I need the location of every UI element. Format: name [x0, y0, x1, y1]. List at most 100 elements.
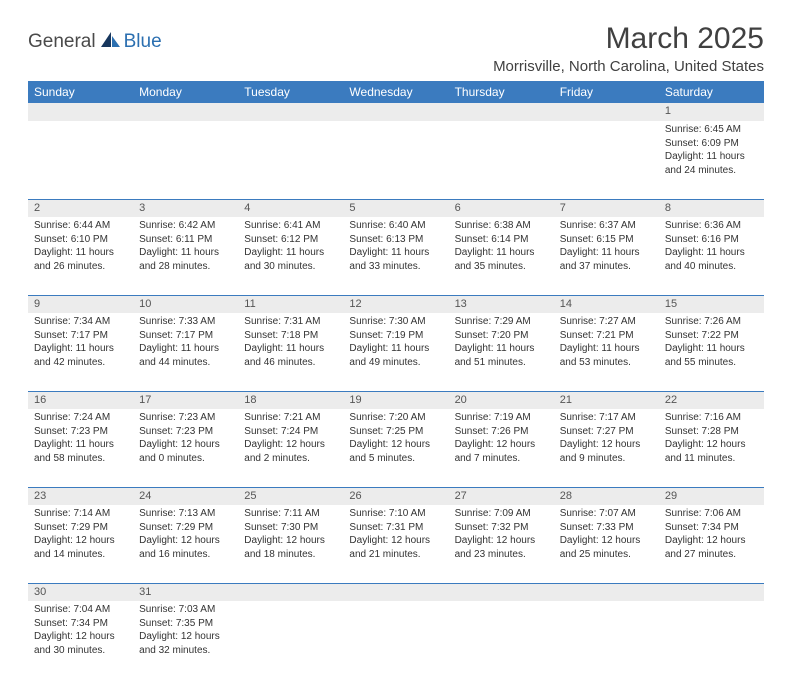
day-detail-cell: Sunrise: 7:17 AMSunset: 7:27 PMDaylight:…: [554, 409, 659, 487]
day-detail-cell: Sunrise: 6:42 AMSunset: 6:11 PMDaylight:…: [133, 217, 238, 295]
day-detail-cell: Sunrise: 7:34 AMSunset: 7:17 PMDaylight:…: [28, 313, 133, 391]
day-number-cell: [659, 583, 764, 601]
day-cell-content: Sunrise: 7:07 AMSunset: 7:33 PMDaylight:…: [554, 505, 659, 565]
day-cell-content: Sunrise: 7:23 AMSunset: 7:23 PMDaylight:…: [133, 409, 238, 469]
day-number-row: 1: [28, 103, 764, 121]
day-detail-cell: Sunrise: 7:30 AMSunset: 7:19 PMDaylight:…: [343, 313, 448, 391]
day-number-cell: [343, 583, 448, 601]
day-detail-row: Sunrise: 7:34 AMSunset: 7:17 PMDaylight:…: [28, 313, 764, 391]
day-detail-cell: Sunrise: 6:41 AMSunset: 6:12 PMDaylight:…: [238, 217, 343, 295]
day-header: Thursday: [449, 81, 554, 103]
day-detail-cell: Sunrise: 7:29 AMSunset: 7:20 PMDaylight:…: [449, 313, 554, 391]
day-cell-content: Sunrise: 7:10 AMSunset: 7:31 PMDaylight:…: [343, 505, 448, 565]
day-header: Saturday: [659, 81, 764, 103]
day-detail-cell: Sunrise: 7:11 AMSunset: 7:30 PMDaylight:…: [238, 505, 343, 583]
day-detail-cell: Sunrise: 7:13 AMSunset: 7:29 PMDaylight:…: [133, 505, 238, 583]
logo-sail-icon: [100, 30, 122, 53]
day-detail-cell: Sunrise: 7:24 AMSunset: 7:23 PMDaylight:…: [28, 409, 133, 487]
day-number-row: 16171819202122: [28, 391, 764, 409]
logo-text-blue: Blue: [124, 31, 162, 53]
day-number-cell: 14: [554, 295, 659, 313]
day-detail-cell: Sunrise: 7:31 AMSunset: 7:18 PMDaylight:…: [238, 313, 343, 391]
day-detail-cell: Sunrise: 6:38 AMSunset: 6:14 PMDaylight:…: [449, 217, 554, 295]
day-detail-cell: Sunrise: 7:27 AMSunset: 7:21 PMDaylight:…: [554, 313, 659, 391]
day-detail-cell: [238, 601, 343, 679]
day-detail-cell: [343, 601, 448, 679]
day-cell-content: Sunrise: 7:31 AMSunset: 7:18 PMDaylight:…: [238, 313, 343, 373]
day-cell-content: Sunrise: 7:33 AMSunset: 7:17 PMDaylight:…: [133, 313, 238, 373]
day-detail-cell: [554, 121, 659, 199]
day-cell-content: Sunrise: 7:09 AMSunset: 7:32 PMDaylight:…: [449, 505, 554, 565]
day-cell-content: Sunrise: 7:16 AMSunset: 7:28 PMDaylight:…: [659, 409, 764, 469]
day-number-cell: 16: [28, 391, 133, 409]
day-detail-cell: [449, 121, 554, 199]
day-detail-row: Sunrise: 6:45 AMSunset: 6:09 PMDaylight:…: [28, 121, 764, 199]
day-detail-cell: Sunrise: 7:16 AMSunset: 7:28 PMDaylight:…: [659, 409, 764, 487]
day-detail-cell: Sunrise: 6:40 AMSunset: 6:13 PMDaylight:…: [343, 217, 448, 295]
day-cell-content: Sunrise: 6:40 AMSunset: 6:13 PMDaylight:…: [343, 217, 448, 277]
day-cell-content: Sunrise: 7:29 AMSunset: 7:20 PMDaylight:…: [449, 313, 554, 373]
day-cell-content: Sunrise: 6:45 AMSunset: 6:09 PMDaylight:…: [659, 121, 764, 181]
day-cell-content: Sunrise: 6:44 AMSunset: 6:10 PMDaylight:…: [28, 217, 133, 277]
day-number-cell: 21: [554, 391, 659, 409]
day-number-cell: 22: [659, 391, 764, 409]
day-number-cell: 13: [449, 295, 554, 313]
day-number-cell: 18: [238, 391, 343, 409]
day-number-cell: 17: [133, 391, 238, 409]
day-cell-content: Sunrise: 7:19 AMSunset: 7:26 PMDaylight:…: [449, 409, 554, 469]
day-number-cell: 29: [659, 487, 764, 505]
day-number-cell: 19: [343, 391, 448, 409]
calendar-table: SundayMondayTuesdayWednesdayThursdayFrid…: [28, 81, 764, 679]
day-detail-cell: Sunrise: 7:21 AMSunset: 7:24 PMDaylight:…: [238, 409, 343, 487]
day-number-cell: [554, 583, 659, 601]
day-cell-content: Sunrise: 7:06 AMSunset: 7:34 PMDaylight:…: [659, 505, 764, 565]
day-cell-content: Sunrise: 7:14 AMSunset: 7:29 PMDaylight:…: [28, 505, 133, 565]
day-number-cell: 1: [659, 103, 764, 121]
day-detail-cell: Sunrise: 7:07 AMSunset: 7:33 PMDaylight:…: [554, 505, 659, 583]
day-number-cell: [28, 103, 133, 121]
day-number-cell: 20: [449, 391, 554, 409]
day-number-cell: 31: [133, 583, 238, 601]
day-cell-content: Sunrise: 7:03 AMSunset: 7:35 PMDaylight:…: [133, 601, 238, 661]
day-detail-cell: Sunrise: 7:19 AMSunset: 7:26 PMDaylight:…: [449, 409, 554, 487]
day-number-cell: 7: [554, 199, 659, 217]
day-number-cell: 30: [28, 583, 133, 601]
day-number-cell: 24: [133, 487, 238, 505]
day-detail-cell: Sunrise: 6:37 AMSunset: 6:15 PMDaylight:…: [554, 217, 659, 295]
logo-text-general: General: [28, 31, 96, 53]
day-number-cell: [133, 103, 238, 121]
day-number-cell: [554, 103, 659, 121]
day-number-cell: 26: [343, 487, 448, 505]
day-cell-content: Sunrise: 6:41 AMSunset: 6:12 PMDaylight:…: [238, 217, 343, 277]
day-header: Monday: [133, 81, 238, 103]
day-detail-cell: Sunrise: 7:26 AMSunset: 7:22 PMDaylight:…: [659, 313, 764, 391]
day-number-cell: 4: [238, 199, 343, 217]
day-cell-content: Sunrise: 6:42 AMSunset: 6:11 PMDaylight:…: [133, 217, 238, 277]
day-number-cell: 11: [238, 295, 343, 313]
day-detail-cell: Sunrise: 7:20 AMSunset: 7:25 PMDaylight:…: [343, 409, 448, 487]
day-detail-cell: Sunrise: 6:45 AMSunset: 6:09 PMDaylight:…: [659, 121, 764, 199]
day-number-row: 9101112131415: [28, 295, 764, 313]
day-number-cell: 9: [28, 295, 133, 313]
day-number-cell: [238, 103, 343, 121]
day-detail-cell: Sunrise: 7:03 AMSunset: 7:35 PMDaylight:…: [133, 601, 238, 679]
day-cell-content: Sunrise: 7:26 AMSunset: 7:22 PMDaylight:…: [659, 313, 764, 373]
day-detail-cell: [659, 601, 764, 679]
day-number-cell: 6: [449, 199, 554, 217]
day-number-cell: 2: [28, 199, 133, 217]
day-number-cell: [449, 583, 554, 601]
day-number-cell: 25: [238, 487, 343, 505]
day-cell-content: Sunrise: 6:38 AMSunset: 6:14 PMDaylight:…: [449, 217, 554, 277]
day-header-row: SundayMondayTuesdayWednesdayThursdayFrid…: [28, 81, 764, 103]
day-detail-row: Sunrise: 7:04 AMSunset: 7:34 PMDaylight:…: [28, 601, 764, 679]
day-detail-row: Sunrise: 7:14 AMSunset: 7:29 PMDaylight:…: [28, 505, 764, 583]
day-cell-content: Sunrise: 7:30 AMSunset: 7:19 PMDaylight:…: [343, 313, 448, 373]
day-detail-cell: Sunrise: 6:36 AMSunset: 6:16 PMDaylight:…: [659, 217, 764, 295]
day-detail-cell: [28, 121, 133, 199]
title-block: March 2025 Morrisville, North Carolina, …: [493, 22, 764, 75]
day-header: Wednesday: [343, 81, 448, 103]
day-number-cell: 12: [343, 295, 448, 313]
month-title: March 2025: [493, 22, 764, 56]
day-detail-cell: [133, 121, 238, 199]
day-header: Friday: [554, 81, 659, 103]
